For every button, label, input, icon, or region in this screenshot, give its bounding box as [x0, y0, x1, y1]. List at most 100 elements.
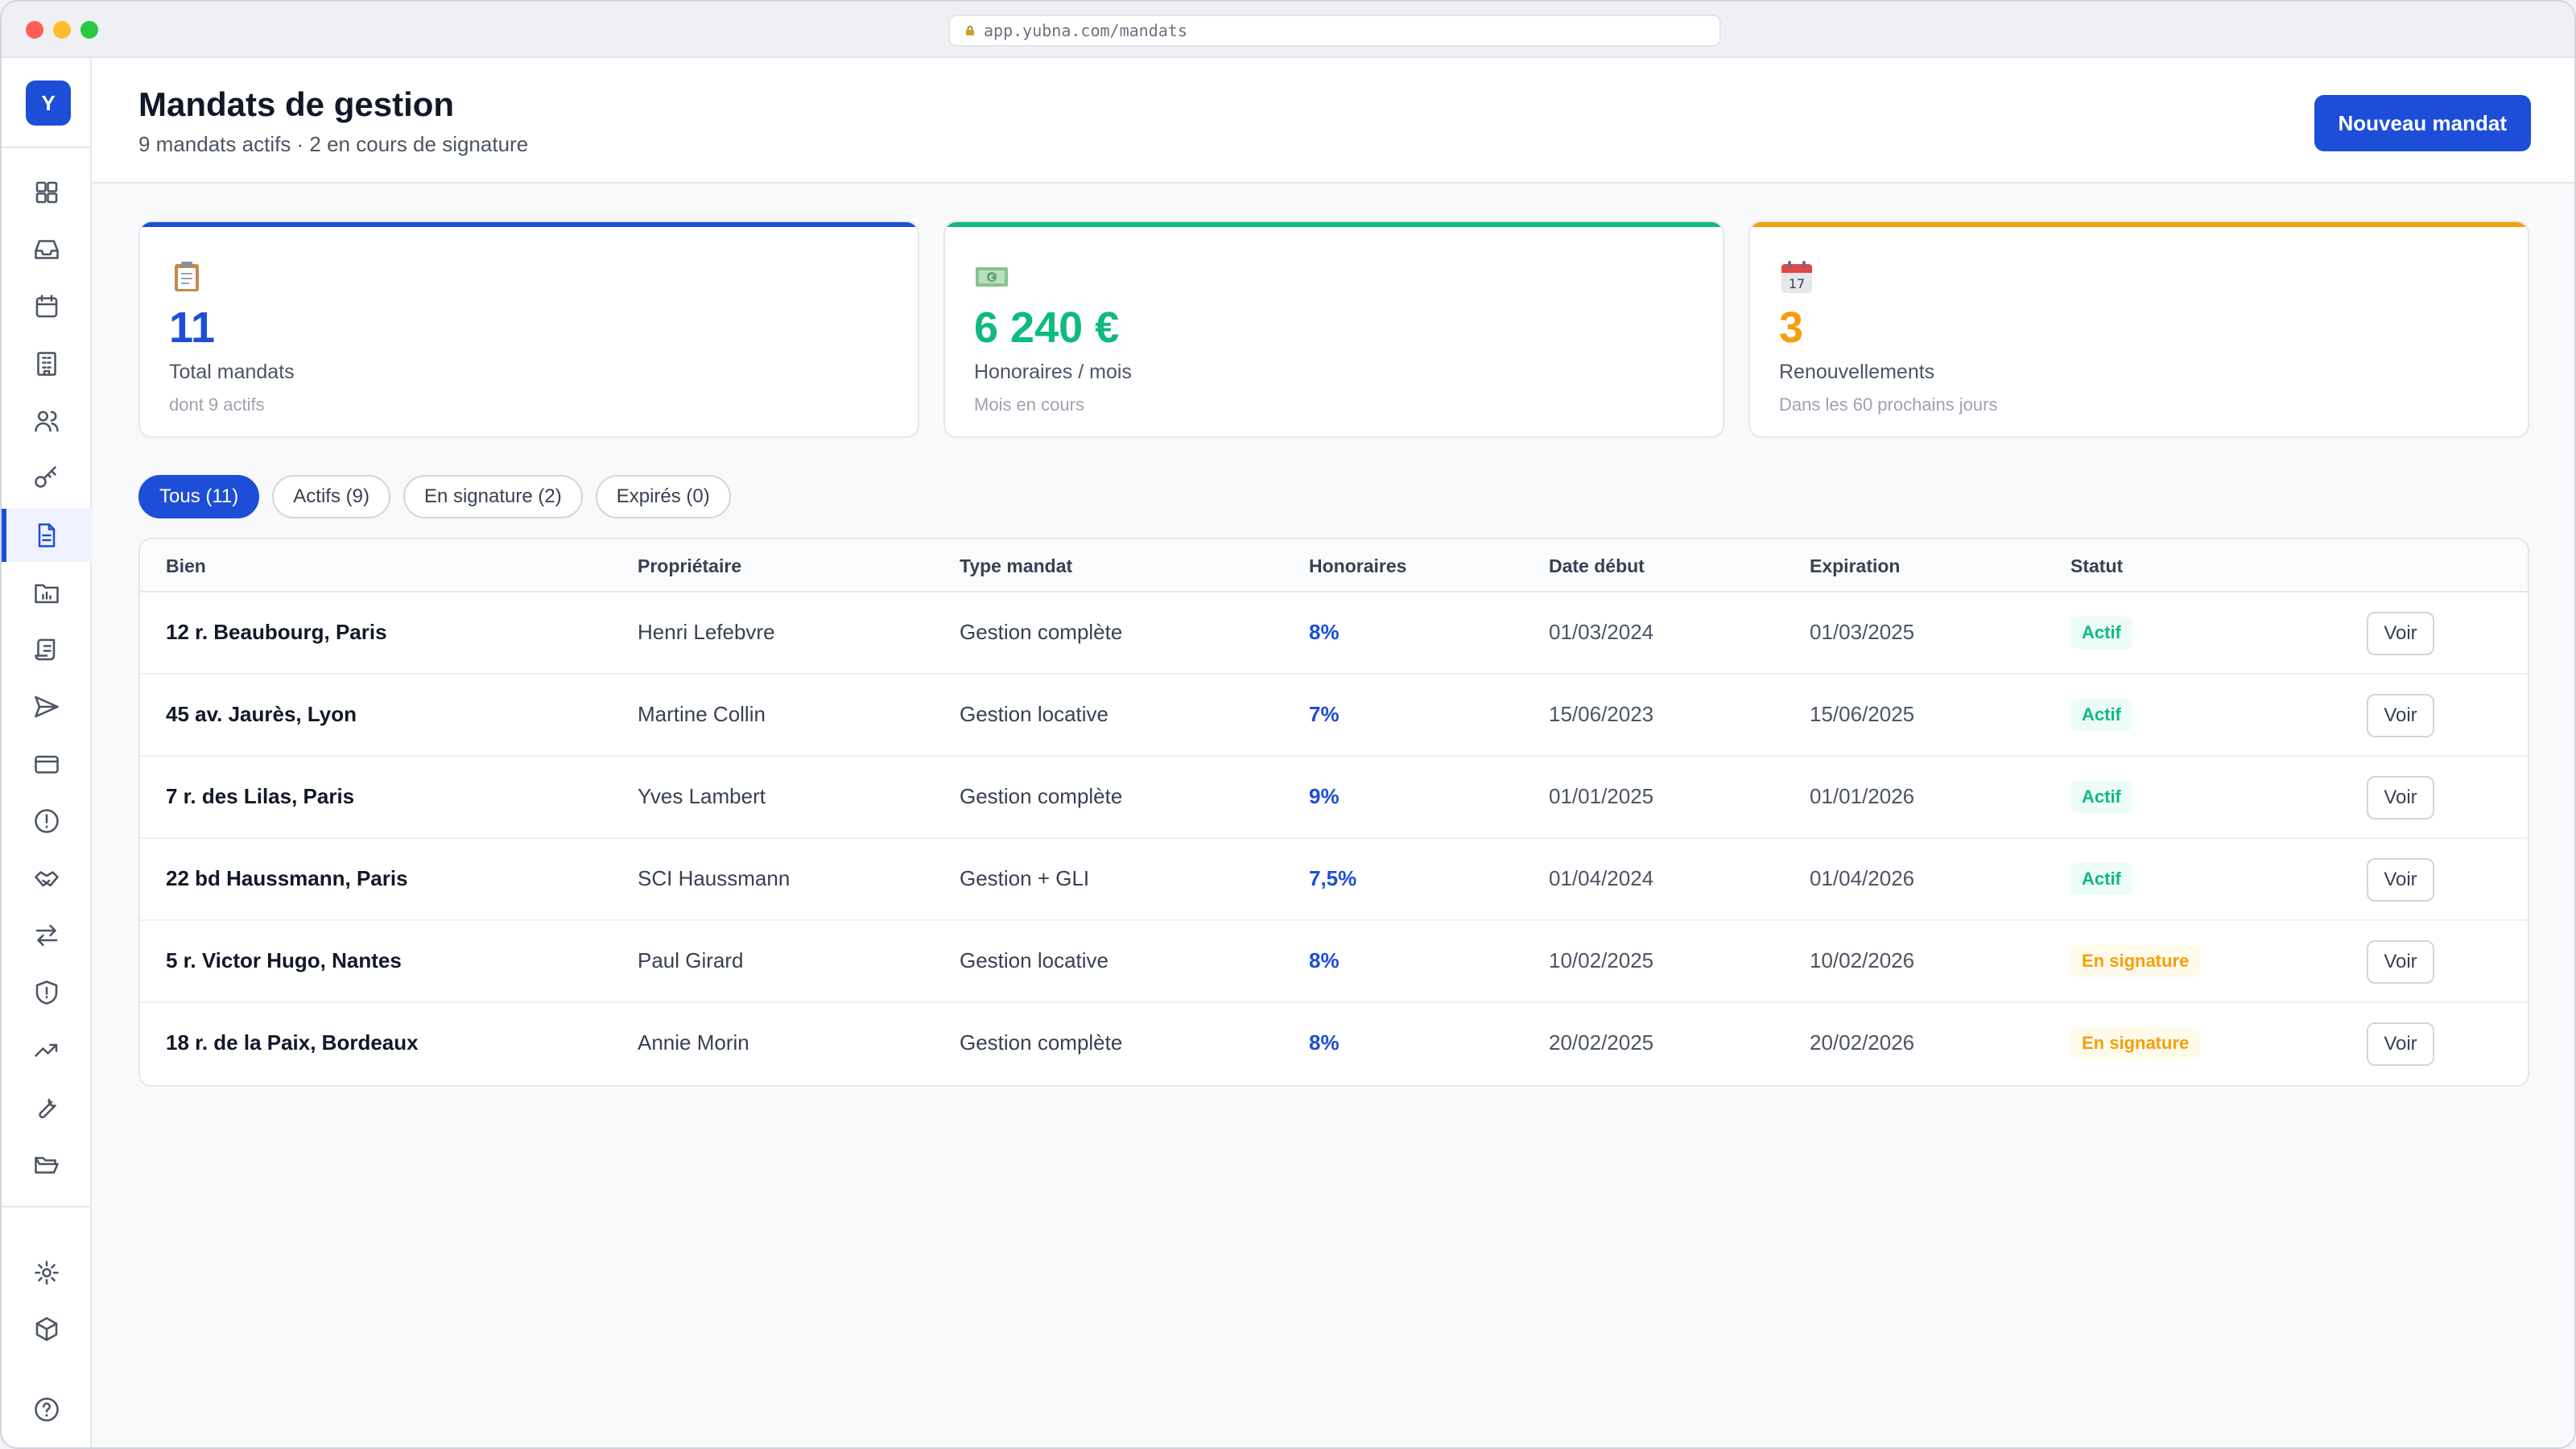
- svg-text:€: €: [989, 274, 994, 283]
- table-row[interactable]: 12 r. Beaubourg, Paris Henri Lefebvre Gest…: [140, 592, 2528, 675]
- sidebar-item-transfer[interactable]: [2, 909, 92, 962]
- new-mandate-button[interactable]: Nouveau mandat: [2314, 95, 2531, 151]
- credit-card-icon: [35, 755, 59, 774]
- shield-icon: [35, 980, 58, 1005]
- cell-debut: 01/03/2024: [1549, 620, 1654, 644]
- cell-debut: 15/06/2023: [1549, 702, 1654, 726]
- cell-expiration: 10/02/2026: [1810, 948, 1915, 972]
- cell-honoraires: 7%: [1309, 702, 1340, 726]
- sidebar-item-dashboard[interactable]: [2, 166, 92, 219]
- cell-bien: 45 av. Jaurès, Lyon: [166, 702, 357, 726]
- sidebar-item-folder-chart[interactable]: [2, 566, 92, 619]
- sidebar-item-scroll[interactable]: [2, 623, 92, 676]
- table-row[interactable]: 5 r. Victor Hugo, Nantes Paul Girard Gesti…: [140, 921, 2528, 1003]
- view-button[interactable]: Voir: [2367, 1022, 2434, 1066]
- close-window-button[interactable]: [26, 21, 43, 39]
- status-badge: En signature: [2070, 945, 2201, 977]
- column-header-honoraires: Honoraires: [1309, 555, 1407, 576]
- sidebar-item-building[interactable]: [2, 337, 92, 390]
- banknote-icon: €: [974, 259, 1009, 295]
- cell-type: Gestion complète: [960, 1030, 1123, 1055]
- url-text: app.yubna.com/mandats: [984, 21, 1187, 40]
- view-button[interactable]: Voir: [2367, 694, 2434, 737]
- sidebar-item-document[interactable]: [2, 509, 92, 562]
- sidebar-item-shield[interactable]: [2, 966, 92, 1019]
- stat-cards: 11 Total mandats dont 9 actifs € 6 240 €…: [138, 221, 2529, 438]
- table-row[interactable]: 18 r. de la Paix, Bordeaux Annie Morin Ges…: [140, 1003, 2528, 1085]
- sidebar-item-inbox[interactable]: [2, 223, 92, 276]
- sidebar-item-alert[interactable]: [2, 795, 92, 848]
- cell-proprietaire: SCI Haussmann: [638, 866, 791, 890]
- sidebar-item-send[interactable]: [2, 680, 92, 733]
- table-row[interactable]: 7 r. des Lilas, Paris Yves Lambert Gestion…: [140, 757, 2528, 839]
- title-bar: app.yubna.com/mandats: [2, 2, 2574, 58]
- building-icon: [37, 352, 56, 376]
- address-bar[interactable]: app.yubna.com/mandats: [948, 14, 1721, 47]
- sidebar-item-folder-open[interactable]: [2, 1137, 92, 1191]
- view-button[interactable]: Voir: [2367, 776, 2434, 819]
- sidebar-item-users[interactable]: [2, 394, 92, 448]
- cell-bien: 5 r. Victor Hugo, Nantes: [166, 948, 402, 972]
- mandates-table: Bien Propriétaire Type mandat Honoraires…: [138, 538, 2529, 1087]
- app-logo[interactable]: Y: [26, 80, 71, 126]
- document-icon: [38, 523, 56, 547]
- maximize-window-button[interactable]: [80, 21, 98, 39]
- cell-expiration: 01/03/2025: [1810, 620, 1915, 644]
- filter-expired[interactable]: Expirés (0): [595, 475, 731, 518]
- calendar-icon: [35, 295, 58, 318]
- main-content: Mandats de gestion 9 mandats actifs · 2 …: [92, 58, 2574, 1447]
- sidebar-item-gear[interactable]: [2, 1246, 92, 1299]
- sidebar-item-trending-up[interactable]: [2, 1023, 92, 1076]
- view-button[interactable]: Voir: [2367, 858, 2434, 902]
- package-icon: [35, 1317, 58, 1341]
- lock-icon: [964, 25, 976, 36]
- cell-bien: 12 r. Beaubourg, Paris: [166, 620, 387, 644]
- svg-text:17: 17: [1789, 276, 1805, 291]
- sidebar-item-package[interactable]: [2, 1302, 92, 1356]
- sidebar-item-help[interactable]: [2, 1383, 92, 1436]
- cell-proprietaire: Annie Morin: [638, 1030, 749, 1055]
- sidebar-item-handshake[interactable]: [2, 852, 92, 905]
- sidebar-item-key[interactable]: [2, 452, 92, 505]
- sidebar-item-credit-card[interactable]: [2, 737, 92, 791]
- gear-icon: [35, 1261, 59, 1285]
- wrench-icon: [39, 1098, 56, 1119]
- status-badge: Actif: [2070, 699, 2132, 731]
- card-sublabel: Dans les 60 prochains jours: [1779, 394, 1998, 415]
- card-label: Total mandats: [169, 361, 295, 383]
- view-button[interactable]: Voir: [2367, 612, 2434, 655]
- view-button[interactable]: Voir: [2367, 940, 2434, 984]
- page-header: Mandats de gestion 9 mandats actifs · 2 …: [92, 58, 2574, 184]
- cell-proprietaire: Martine Collin: [638, 702, 766, 726]
- table-row[interactable]: 45 av. Jaurès, Lyon Martine Collin Gestion…: [140, 675, 2528, 757]
- sidebar-item-wrench[interactable]: [2, 1080, 92, 1133]
- column-header-expiration: Expiration: [1810, 555, 1901, 576]
- page-title: Mandats de gestion: [138, 85, 455, 123]
- filter-active[interactable]: Actifs (9): [272, 475, 390, 518]
- filter-in-signature[interactable]: En signature (2): [402, 475, 583, 518]
- minimize-window-button[interactable]: [53, 21, 71, 39]
- cell-type: Gestion complète: [960, 620, 1123, 644]
- status-badge: Actif: [2070, 863, 2132, 895]
- column-header-proprietaire: Propriétaire: [638, 555, 742, 576]
- sidebar-divider: [2, 147, 92, 148]
- help-icon: [35, 1397, 59, 1422]
- folder-chart-icon: [35, 584, 59, 604]
- page-subtitle: 9 mandats actifs · 2 en cours de signatu…: [138, 132, 529, 156]
- stat-card-renouvellements: 17 3 Renouvellements Dans les 60 prochai…: [1748, 221, 2529, 438]
- alert-icon: [35, 809, 59, 833]
- card-sublabel: Mois en cours: [974, 394, 1084, 415]
- cell-type: Gestion locative: [960, 948, 1108, 972]
- calendar-17-icon: 17: [1779, 259, 1814, 295]
- cell-honoraires: 8%: [1309, 948, 1340, 972]
- table-row[interactable]: 22 bd Haussmann, Paris SCI Haussmann Gesti…: [140, 839, 2528, 921]
- status-badge: Actif: [2070, 781, 2132, 813]
- sidebar-item-calendar[interactable]: [2, 280, 92, 333]
- transfer-icon: [35, 924, 58, 947]
- cell-proprietaire: Yves Lambert: [638, 784, 766, 808]
- sidebar: Y: [2, 58, 92, 1447]
- trending-up-icon: [35, 1043, 58, 1057]
- cell-type: Gestion locative: [960, 702, 1108, 726]
- filter-all[interactable]: Tous (11): [138, 475, 260, 518]
